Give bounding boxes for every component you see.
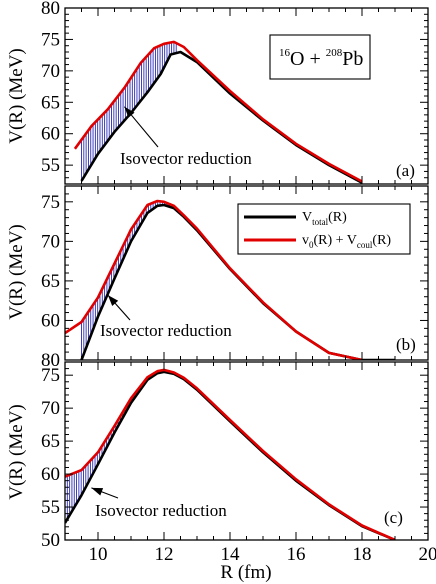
y-axis-label-c: V(R) (MeV) (6, 404, 27, 500)
legend-total-tail: (R) (328, 210, 347, 225)
annotation-arrowhead-c (91, 487, 104, 496)
x-tick-label: 16 (287, 544, 306, 565)
series-v0-coul-line (73, 40, 363, 183)
legend-v0-main: v (302, 233, 309, 248)
y-tick-label: 70 (41, 61, 60, 82)
x-tick-label: 14 (221, 544, 241, 565)
title-box-text: 16O + 208Pb (279, 47, 363, 70)
x-tick-label: 12 (155, 544, 174, 565)
y-tick-label: 70 (41, 231, 60, 252)
legend-frame (237, 203, 411, 255)
x-tick-label: 20 (419, 544, 436, 565)
y-tick-label: 75 (41, 192, 60, 213)
y-tick-label-extra: 80 (41, 350, 60, 371)
y-tick-label: 65 (41, 431, 60, 452)
series-lines-a (73, 40, 363, 184)
series-v0-coul-line (65, 199, 363, 360)
plot-frame-a (64, 7, 429, 185)
annotation-c: Isovector reduction (95, 501, 227, 520)
legend-label-v0: v0(R) + Vcoul(R) (302, 233, 391, 250)
y-tick-label: 70 (41, 398, 60, 419)
y-axis-label-b: V(R) (MeV) (6, 224, 27, 320)
y-tick-label: 65 (41, 92, 60, 113)
x-tick-label: 18 (353, 544, 372, 565)
annotation-arrowhead-b (107, 295, 119, 307)
y-tick-label: 55 (41, 497, 60, 518)
panel-c: 50 55 60 65 70 75 10 12 14 16 18 20 (c) Isovector r… (6, 361, 436, 583)
x-axis-label: R (fm) (220, 562, 271, 583)
y-tick-label: 60 (41, 464, 60, 485)
y-tick-label: 50 (41, 530, 60, 551)
title-box: 16O + 208Pb (269, 34, 371, 80)
annotation-a: Isovector reduction (120, 149, 252, 168)
y-tick-label: 60 (41, 124, 60, 145)
legend-v0-mid: (R) + V (314, 233, 357, 248)
legend-total-main: V (302, 210, 312, 225)
legend: Vtotal(R) v0(R) + Vcoul(R) (237, 203, 411, 255)
series-lines-c (65, 368, 396, 540)
ticks-a: 55 60 65 70 75 80 (41, 0, 428, 184)
y-tick-label: 80 (41, 0, 60, 19)
legend-total-sub: total (312, 217, 328, 227)
plot-frame-c (64, 361, 429, 541)
panel-label-b: (b) (396, 335, 416, 354)
hatch-region-c (65, 369, 177, 523)
y-tick-label: 55 (41, 155, 60, 176)
title-target-mass: 208 (326, 47, 343, 59)
x-tick-label: 10 (89, 544, 108, 565)
legend-v0-sub2: coul (357, 240, 373, 250)
series-lines-b (65, 199, 395, 360)
y-tick-label: 65 (41, 271, 60, 292)
plot-frame-b (64, 185, 429, 361)
title-plus: + (304, 48, 325, 70)
y-tick-label: 60 (41, 310, 60, 331)
legend-v0-tail: (R) (372, 233, 391, 248)
title-target: Pb (342, 48, 363, 70)
panel-a: 55 60 65 70 75 80 16O + 208Pb (a) Isovector r… (6, 0, 429, 185)
ticks-c: 50 55 60 65 70 75 10 12 14 16 18 20 (41, 362, 436, 565)
series-v0-coul-line (65, 368, 396, 540)
annotation-b: Isovector reduction (100, 321, 232, 340)
ticks-b: 60 65 70 75 80 (41, 186, 428, 371)
y-tick-label: 75 (41, 29, 60, 50)
panel-label-c: (c) (384, 508, 403, 527)
y-axis-label-a: V(R) (MeV) (6, 48, 27, 144)
panel-label-a: (a) (396, 161, 415, 180)
title-proj: O (290, 48, 304, 70)
annotation-arrowhead-a (124, 106, 135, 118)
legend-label-total: Vtotal(R) (302, 210, 347, 227)
legend-v0-sub: 0 (309, 240, 314, 250)
title-box-frame (269, 34, 371, 80)
title-proj-mass: 16 (279, 47, 291, 59)
y-tick-label: 75 (41, 365, 60, 386)
